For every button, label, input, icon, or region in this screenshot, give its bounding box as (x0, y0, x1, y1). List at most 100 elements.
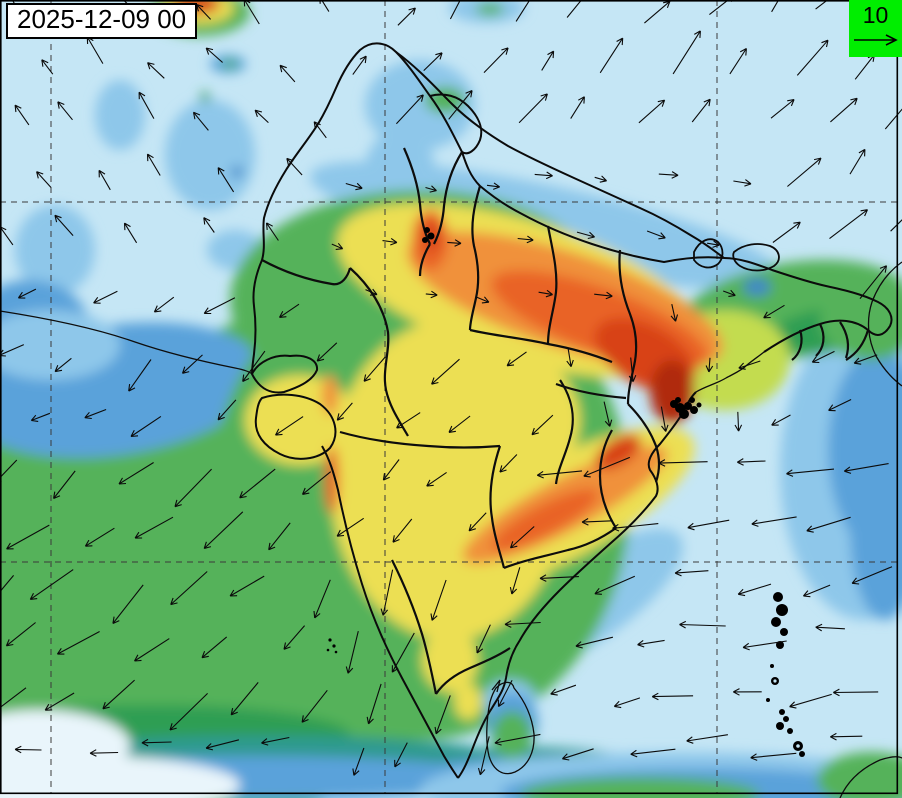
wind-arrow (313, 579, 331, 619)
wind-arrow (815, 0, 829, 10)
wind-arrow (575, 636, 614, 649)
wind-arrow (651, 692, 694, 701)
wind-arrow (853, 354, 878, 365)
wind-arrow (217, 399, 237, 421)
wind-arrow (509, 567, 521, 595)
wind-arrow (806, 516, 851, 533)
wind-arrow (723, 289, 736, 297)
wind-arrow (477, 736, 490, 776)
wind-arrow (581, 518, 613, 526)
wind-arrow (763, 304, 785, 319)
wind-arrow (205, 739, 240, 751)
wind-arrow (509, 526, 535, 549)
wind-arrow (14, 104, 30, 126)
wind-arrow (430, 579, 447, 621)
wind-arrow (770, 98, 795, 119)
wind-arrow (102, 679, 135, 710)
wind-arrow (646, 230, 666, 240)
timestamp-box: 2025-12-09 00 (6, 3, 198, 39)
wind-arrow (146, 153, 161, 176)
wind-arrow (603, 401, 613, 427)
wind-arrow (729, 48, 747, 75)
wind-arrow (217, 167, 235, 193)
wind-arrow (476, 624, 491, 654)
wind-arrow (425, 290, 438, 299)
wind-arrow (230, 682, 259, 716)
wind-arrow (29, 569, 74, 600)
wind-arrow (331, 242, 344, 250)
wind-arrow (423, 52, 443, 71)
wind-arrow (301, 471, 332, 495)
kolkata-city-marker (670, 397, 702, 419)
wind-arrow (181, 354, 203, 374)
wind-arrow (830, 97, 858, 123)
wind-arrow (737, 583, 772, 597)
wind-arrow (275, 416, 304, 436)
wind-arrow (830, 732, 863, 741)
wind-arrow (44, 692, 75, 711)
wind-arrow (550, 684, 577, 696)
wind-arrow (483, 47, 509, 73)
wind-arrow (828, 399, 852, 412)
wind-arrow (638, 99, 666, 124)
wind-arrow (138, 91, 155, 119)
wind-arrow (884, 108, 902, 130)
wind-arrow (594, 175, 607, 183)
wind-arrow (534, 171, 553, 180)
wind-arrow (447, 239, 462, 247)
wind-arrow (686, 734, 728, 744)
wind-arrow (89, 749, 119, 757)
wind-arrow (583, 456, 631, 478)
wind-arrow (786, 468, 835, 477)
wind-arrow (170, 571, 208, 606)
wind-arrow (562, 748, 594, 761)
wind-arrow (239, 468, 276, 499)
country-borders (250, 42, 893, 779)
wind-arrow (658, 459, 708, 467)
wind-speed-value: 10 (862, 2, 889, 28)
wind-arrow (494, 733, 541, 746)
wind-arrow (612, 523, 659, 532)
wind-arrow (54, 357, 72, 373)
wind-arrow (53, 470, 76, 500)
wind-arrow (93, 290, 118, 304)
wind-arrow (576, 231, 595, 240)
wind-arrow (174, 468, 212, 508)
wind-arrow (570, 96, 585, 119)
wind-arrow (153, 296, 175, 313)
wind-arrow (366, 683, 382, 725)
wind-arrow (658, 171, 679, 179)
wind-arrow (613, 697, 641, 709)
wind-arrow (630, 748, 676, 758)
wind-arrow (268, 522, 291, 551)
wind-arrow (750, 752, 797, 761)
wind-arrow (829, 209, 868, 240)
wind-arrow (286, 157, 303, 176)
wind-arrow (737, 458, 766, 466)
wind-arrow (733, 179, 752, 187)
wind-arrow (637, 639, 665, 648)
city-and-island-markers (326, 227, 805, 757)
wind-arrow (254, 109, 269, 124)
wind-arrow (787, 157, 822, 187)
wind-arrow (536, 470, 583, 479)
wind-arrow (531, 414, 554, 436)
wind-arrow (265, 222, 279, 241)
wind-arrow (594, 291, 613, 300)
wind-arrow (316, 342, 338, 362)
wind-arrow (123, 222, 138, 244)
wind-arrow (336, 517, 365, 537)
wind-arrow (859, 265, 888, 299)
wind-arrow (515, 0, 534, 22)
wind-arrow (134, 516, 174, 539)
wind-arrow (203, 297, 236, 315)
wind-arrow (425, 185, 437, 193)
wind-arrow (566, 348, 574, 368)
wind-arrow (380, 569, 394, 616)
wind-arrow (112, 584, 144, 625)
wind-arrow (130, 415, 162, 438)
wind-arrow (742, 640, 787, 651)
wind-arrow (426, 471, 447, 487)
